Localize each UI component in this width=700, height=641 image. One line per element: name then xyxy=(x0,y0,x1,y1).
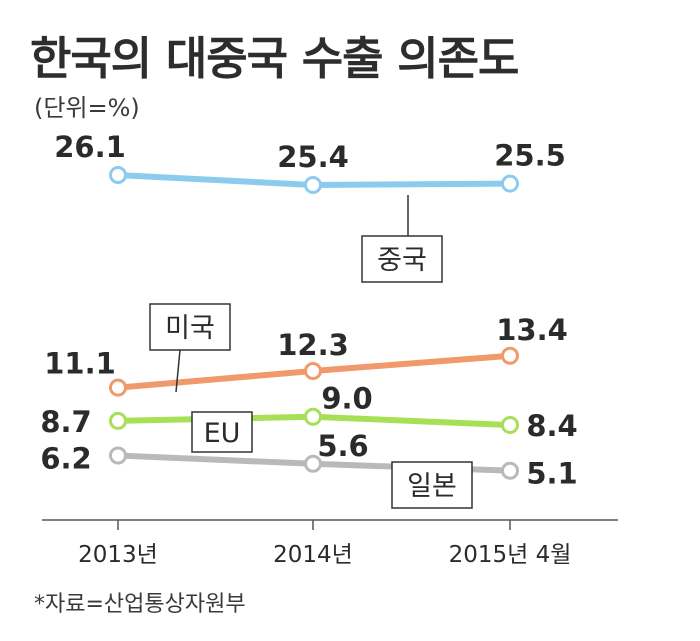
data-label: 5.6 xyxy=(317,429,368,463)
data-label: 5.1 xyxy=(526,457,577,491)
data-point xyxy=(304,407,322,426)
x-tick-label: 2014년 xyxy=(273,542,353,568)
data-point xyxy=(304,176,322,194)
data-label: 25.5 xyxy=(494,139,566,173)
data-point xyxy=(501,461,519,480)
series-name-label: EU xyxy=(204,418,241,449)
data-label: 12.3 xyxy=(277,328,349,362)
series-name-label: 중국 xyxy=(377,245,427,276)
data-point xyxy=(501,416,519,435)
series-leader-line xyxy=(175,349,181,393)
series-label-box xyxy=(191,411,253,453)
data-label: 6.2 xyxy=(40,441,91,475)
data-label: 8.4 xyxy=(526,409,577,443)
data-label: 8.7 xyxy=(40,405,91,439)
x-tick-label: 2015년 4월 xyxy=(449,542,572,568)
data-label: 13.4 xyxy=(496,313,568,347)
series-label-box xyxy=(149,303,231,351)
data-label: 9.0 xyxy=(321,382,372,416)
data-point xyxy=(109,446,127,465)
data-point xyxy=(304,454,322,473)
data-point xyxy=(304,362,322,380)
unit-label: (단위=%) xyxy=(34,94,140,122)
data-label: 11.1 xyxy=(44,347,116,381)
x-tick-label: 2013년 xyxy=(78,542,158,568)
chart-title: 한국의 대중국 수출 의존도 xyxy=(30,32,519,85)
data-point xyxy=(109,165,127,184)
series-name-label: 일본 xyxy=(407,471,457,502)
series-label-box xyxy=(361,235,443,283)
data-point xyxy=(501,174,519,193)
series-label-box xyxy=(391,461,473,509)
data-label: 26.1 xyxy=(54,130,126,164)
data-label: 25.4 xyxy=(277,140,349,174)
source-note: *자료=산업통상자원부 xyxy=(34,592,246,617)
series-name-label: 미국 xyxy=(165,313,215,344)
data-point xyxy=(109,411,127,430)
data-point xyxy=(501,346,519,365)
data-point xyxy=(109,378,127,397)
